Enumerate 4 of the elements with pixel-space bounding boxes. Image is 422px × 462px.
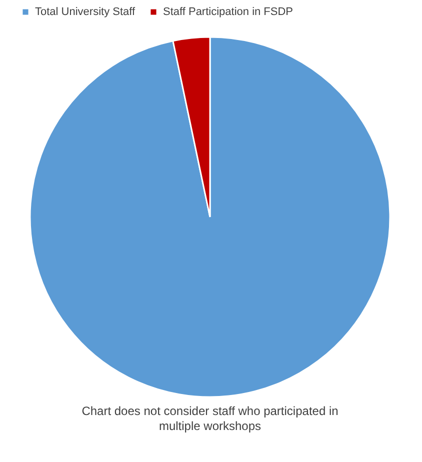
text: Chart does not consider staff who participated in multiple workshops: [80, 404, 340, 434]
legend-label: Total University Staff: [35, 6, 136, 18]
pie-slice: [30, 36, 391, 398]
legend-label: Staff Participation in FSDP: [163, 6, 294, 18]
